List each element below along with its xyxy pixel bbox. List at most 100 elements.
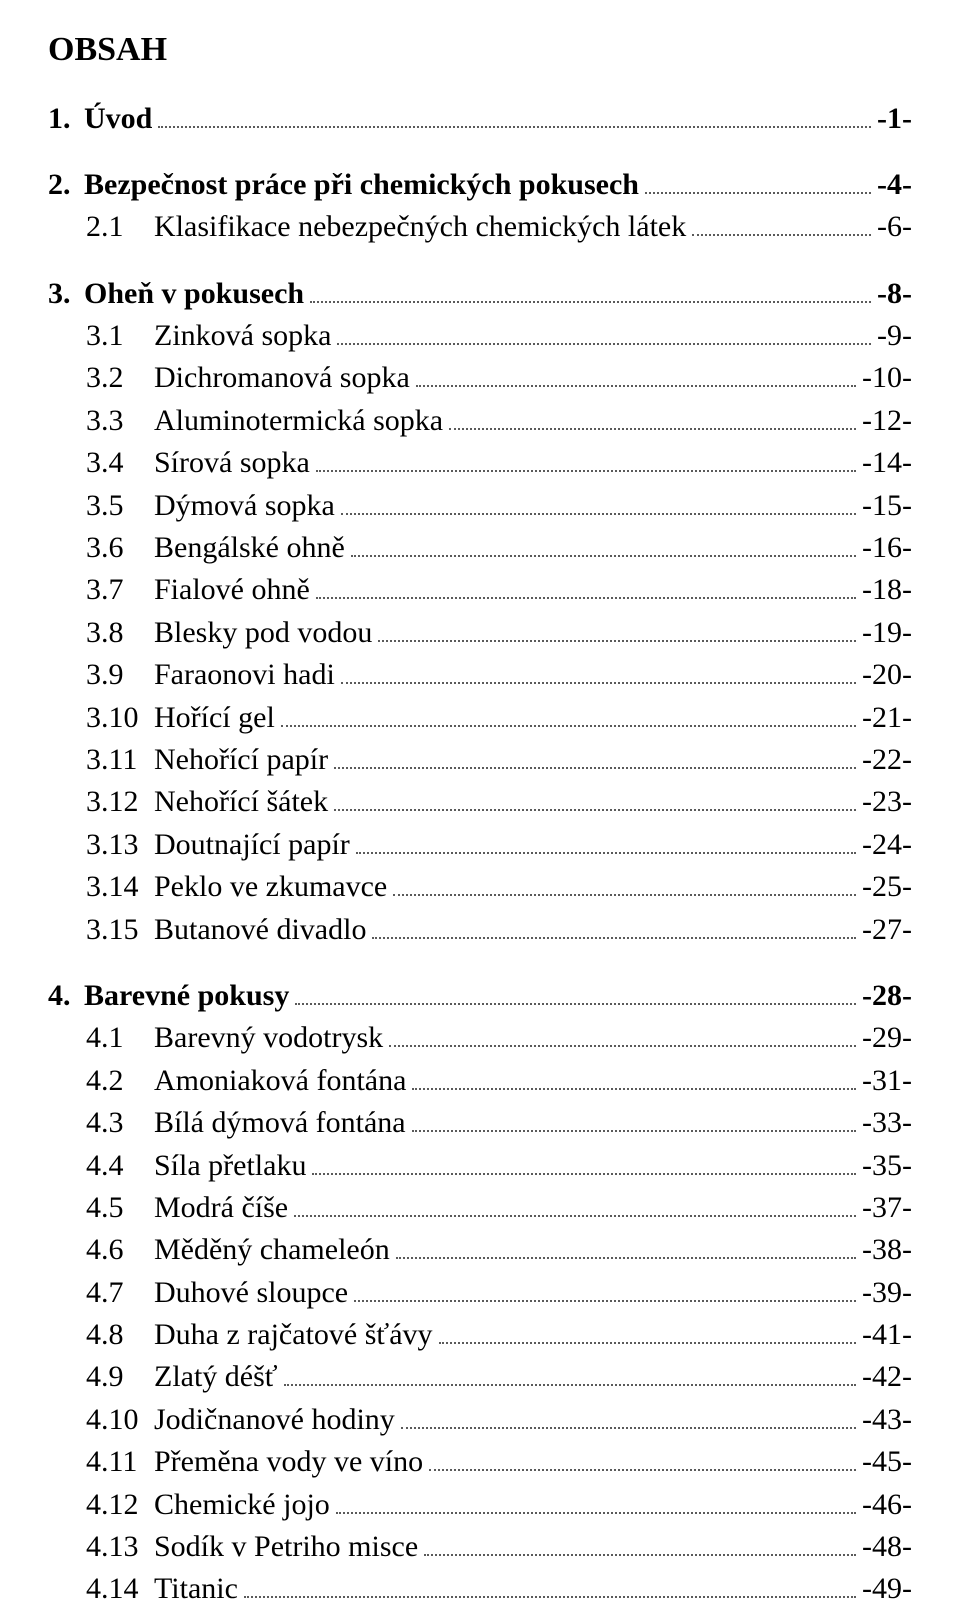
toc-entry-number: 3.7 — [48, 571, 154, 609]
toc-entry-page: -10- — [862, 359, 912, 397]
toc-entry-page: -6- — [877, 208, 912, 246]
toc-leader — [401, 1397, 856, 1429]
toc-leader — [692, 204, 871, 236]
toc-entry-label: Butanové divadlo — [154, 911, 366, 949]
toc-section: 1.Úvod -1- — [48, 96, 912, 138]
toc-entry-page: -31- — [862, 1062, 912, 1100]
toc-entry-page: -9- — [877, 317, 912, 355]
toc-entry: 3.6Bengálské ohně-16- — [48, 525, 912, 567]
toc-entry: 4.7Duhové sloupce-39- — [48, 1270, 912, 1312]
toc-entry-label: Jodičnanové hodiny — [154, 1401, 395, 1439]
toc-entry-number: 4.4 — [48, 1147, 154, 1185]
toc-container: 1.Úvod -1- 2.Bezpečnost práce při chemický… — [48, 96, 912, 1609]
toc-leader — [449, 398, 856, 430]
toc-section-heading: 2.Bezpečnost práce při chemických pokuse… — [48, 162, 912, 204]
toc-section-page: -8- — [877, 275, 912, 313]
toc-entry-label: Měděný chameleón — [154, 1231, 390, 1269]
toc-entry-number: 3.11 — [48, 741, 154, 779]
toc-entry-page: -18- — [862, 571, 912, 609]
toc-entry-label: Peklo ve zkumavce — [154, 868, 387, 906]
toc-entry: 3.3Aluminotermická sopka-12- — [48, 398, 912, 440]
toc-entry: 4.14Titanic -49- — [48, 1566, 912, 1608]
toc-entry-number: 4.12 — [48, 1486, 154, 1524]
toc-section-label: Bezpečnost práce při chemických pokusech — [84, 166, 639, 204]
toc-entry-label: Nehořící papír — [154, 741, 328, 779]
toc-leader — [295, 973, 856, 1005]
toc-entry-number: 3.2 — [48, 359, 154, 397]
toc-section-label: Oheň v pokusech — [84, 275, 304, 313]
toc-entry-label: Modrá číše — [154, 1189, 288, 1227]
toc-entry-page: -25- — [862, 868, 912, 906]
toc-leader — [378, 610, 856, 642]
toc-leader — [389, 1015, 856, 1047]
toc-leader — [356, 822, 856, 854]
toc-entry: 4.12Chemické jojo-46- — [48, 1482, 912, 1524]
toc-entry-label: Faraonovi hadi — [154, 656, 335, 694]
toc-entry-page: -24- — [862, 826, 912, 864]
toc-entry-number: 4.14 — [48, 1570, 154, 1608]
toc-entry: 4.9Zlatý déšť-42- — [48, 1354, 912, 1396]
toc-leader — [158, 96, 871, 128]
toc-section-heading: 1.Úvod -1- — [48, 96, 912, 138]
toc-entry-page: -16- — [862, 529, 912, 567]
toc-leader — [354, 1270, 856, 1302]
toc-entry-label: Klasifikace nebezpečných chemických láte… — [154, 208, 686, 246]
toc-leader — [316, 440, 856, 472]
toc-entry-page: -45- — [862, 1443, 912, 1481]
toc-entry-label: Sodík v Petriho misce — [154, 1528, 418, 1566]
toc-leader — [429, 1439, 856, 1471]
toc-leader — [412, 1100, 856, 1132]
toc-section-page: -1- — [877, 100, 912, 138]
toc-entry-page: -48- — [862, 1528, 912, 1566]
toc-entry-page: -15- — [862, 487, 912, 525]
toc-entry-page: -21- — [862, 699, 912, 737]
toc-entry-number: 3.5 — [48, 487, 154, 525]
toc-entry-page: -23- — [862, 783, 912, 821]
toc-entry-number: 3.8 — [48, 614, 154, 652]
toc-entry-label: Titanic — [154, 1570, 238, 1608]
toc-section-page: -28- — [862, 977, 912, 1015]
toc-leader — [341, 652, 856, 684]
toc-entry-page: -46- — [862, 1486, 912, 1524]
toc-section-label: Úvod — [84, 100, 152, 138]
toc-section: 2.Bezpečnost práce při chemických pokuse… — [48, 162, 912, 247]
toc-entry-page: -12- — [862, 402, 912, 440]
toc-leader — [337, 313, 871, 345]
toc-entry-number: 4.3 — [48, 1104, 154, 1142]
toc-leader — [412, 1058, 856, 1090]
toc-leader — [396, 1227, 856, 1259]
toc-section: 3.Oheň v pokusech-8-3.1Zinková sopka-9-3… — [48, 271, 912, 949]
toc-entry: 2.1Klasifikace nebezpečných chemických l… — [48, 204, 912, 246]
toc-entry-number: 4.5 — [48, 1189, 154, 1227]
toc-entry-page: -37- — [862, 1189, 912, 1227]
toc-leader — [424, 1524, 856, 1556]
toc-entry: 3.2Dichromanová sopka -10- — [48, 355, 912, 397]
toc-entry-number: 3.15 — [48, 911, 154, 949]
toc-entry-number: 3.3 — [48, 402, 154, 440]
toc-entry-label: Hořící gel — [154, 699, 275, 737]
toc-entry-label: Zlatý déšť — [154, 1358, 278, 1396]
toc-section-number: 1. — [48, 100, 84, 138]
page-title: OBSAH — [48, 28, 912, 72]
toc-entry: 3.1Zinková sopka-9- — [48, 313, 912, 355]
toc-entry-label: Přeměna vody ve víno — [154, 1443, 423, 1481]
toc-entry-number: 4.11 — [48, 1443, 154, 1481]
toc-entry-number: 3.13 — [48, 826, 154, 864]
toc-entry-page: -20- — [862, 656, 912, 694]
toc-entry-number: 4.10 — [48, 1401, 154, 1439]
toc-entry-page: -41- — [862, 1316, 912, 1354]
toc-entry-number: 3.4 — [48, 444, 154, 482]
toc-entry-label: Bílá dýmová fontána — [154, 1104, 406, 1142]
toc-entry-page: -19- — [862, 614, 912, 652]
toc-leader — [244, 1566, 856, 1598]
toc-entry-label: Síla přetlaku — [154, 1147, 306, 1185]
toc-leader — [341, 483, 856, 515]
toc-entry: 4.4Síla přetlaku-35- — [48, 1143, 912, 1185]
toc-entry-label: Dichromanová sopka — [154, 359, 410, 397]
toc-entry-page: -49- — [862, 1570, 912, 1608]
toc-entry-label: Dýmová sopka — [154, 487, 335, 525]
toc-leader — [351, 525, 856, 557]
toc-leader — [645, 162, 871, 194]
toc-section-number: 2. — [48, 166, 84, 204]
toc-entry-number: 3.14 — [48, 868, 154, 906]
